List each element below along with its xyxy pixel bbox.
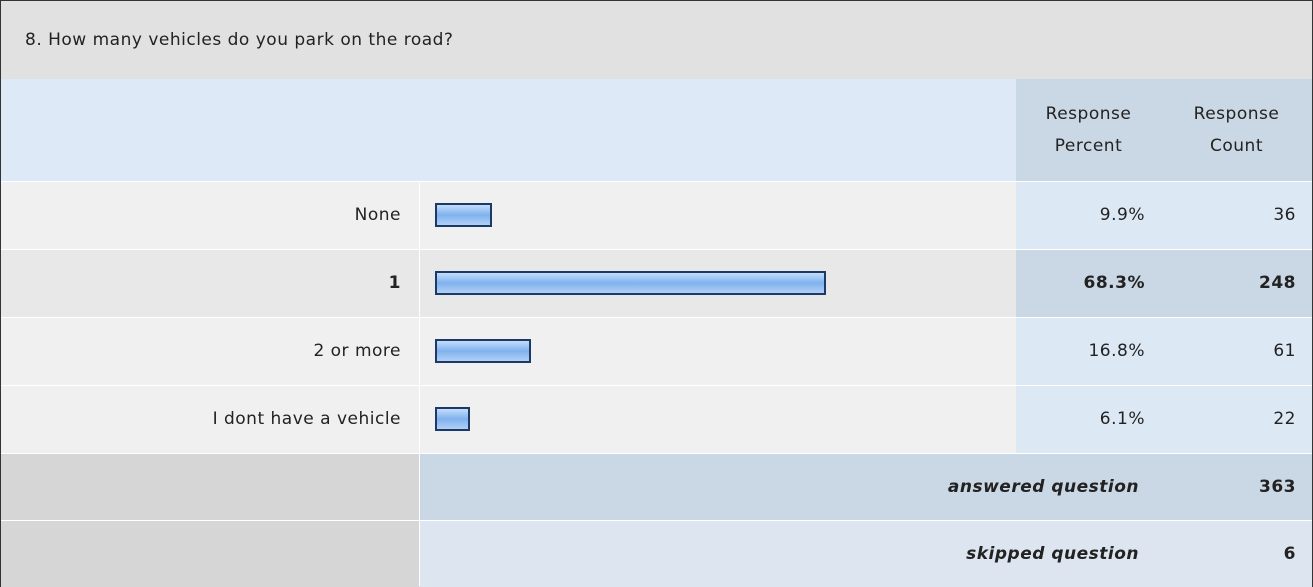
percent-cell: 16.8% bbox=[1016, 317, 1161, 385]
count-cell: 248 bbox=[1161, 249, 1312, 317]
bar bbox=[435, 339, 532, 363]
footer-value: 6 bbox=[1161, 520, 1312, 587]
row-divider bbox=[1, 317, 1312, 318]
percent-cell: 9.9% bbox=[1016, 181, 1161, 249]
footer-label: skipped question bbox=[419, 520, 1161, 587]
answer-label: None bbox=[354, 205, 401, 225]
percent-cell: 6.1% bbox=[1016, 385, 1161, 453]
count-cell: 22 bbox=[1161, 385, 1312, 453]
footer-label: answered question bbox=[419, 453, 1161, 520]
question-title: 8. How many vehicles do you park on the … bbox=[1, 1, 1312, 79]
header-percent: Response Percent bbox=[1016, 79, 1161, 181]
footer-blank bbox=[1, 520, 419, 587]
bar bbox=[435, 203, 492, 227]
header-count: Response Count bbox=[1161, 79, 1312, 181]
row-bg bbox=[1, 385, 1016, 453]
col-divider bbox=[419, 181, 420, 586]
percent-cell: 68.3% bbox=[1016, 249, 1161, 317]
header-blank bbox=[1, 79, 1016, 181]
count-cell: 36 bbox=[1161, 181, 1312, 249]
row-divider bbox=[1, 453, 1312, 454]
answer-label: 2 or more bbox=[313, 341, 401, 361]
answer-label: 1 bbox=[388, 273, 401, 293]
answer-label: I dont have a vehicle bbox=[212, 409, 401, 429]
bar bbox=[435, 407, 470, 431]
row-divider bbox=[1, 520, 1312, 521]
footer-blank bbox=[1, 453, 419, 520]
count-cell: 61 bbox=[1161, 317, 1312, 385]
row-divider bbox=[1, 385, 1312, 386]
footer-value: 363 bbox=[1161, 453, 1312, 520]
row-divider bbox=[1, 181, 1312, 182]
row-divider bbox=[1, 249, 1312, 250]
bar bbox=[435, 271, 826, 295]
row-bg bbox=[1, 181, 1016, 249]
